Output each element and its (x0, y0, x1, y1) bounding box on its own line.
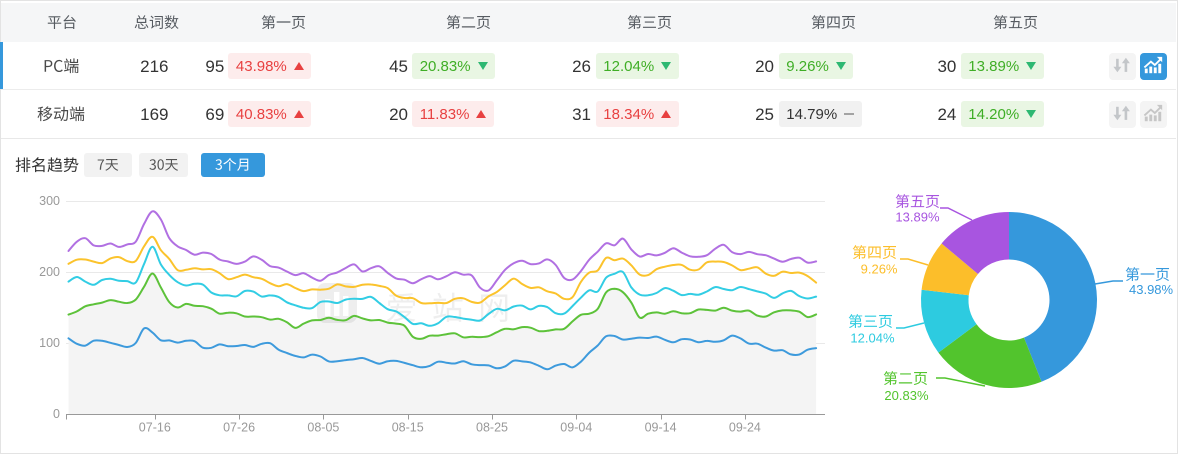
svg-text:43.98%: 43.98% (1129, 282, 1174, 297)
svg-text:300: 300 (39, 194, 60, 208)
svg-text:09-24: 09-24 (729, 421, 761, 435)
svg-text:07-26: 07-26 (223, 421, 255, 435)
svg-text:100: 100 (39, 336, 60, 350)
svg-text:12.04%: 12.04% (850, 331, 895, 346)
svg-text:0: 0 (53, 407, 60, 421)
svg-text:20.83%: 20.83% (884, 388, 929, 403)
svg-text:09-04: 09-04 (560, 421, 592, 435)
svg-text:09-14: 09-14 (645, 421, 677, 435)
svg-text:200: 200 (39, 265, 60, 279)
svg-text:13.89%: 13.89% (895, 210, 940, 225)
svg-text:08-25: 08-25 (476, 421, 508, 435)
svg-text:07-16: 07-16 (139, 421, 171, 435)
svg-text:08-15: 08-15 (392, 421, 424, 435)
svg-text:9.26%: 9.26% (861, 262, 898, 277)
svg-text:08-05: 08-05 (307, 421, 339, 435)
